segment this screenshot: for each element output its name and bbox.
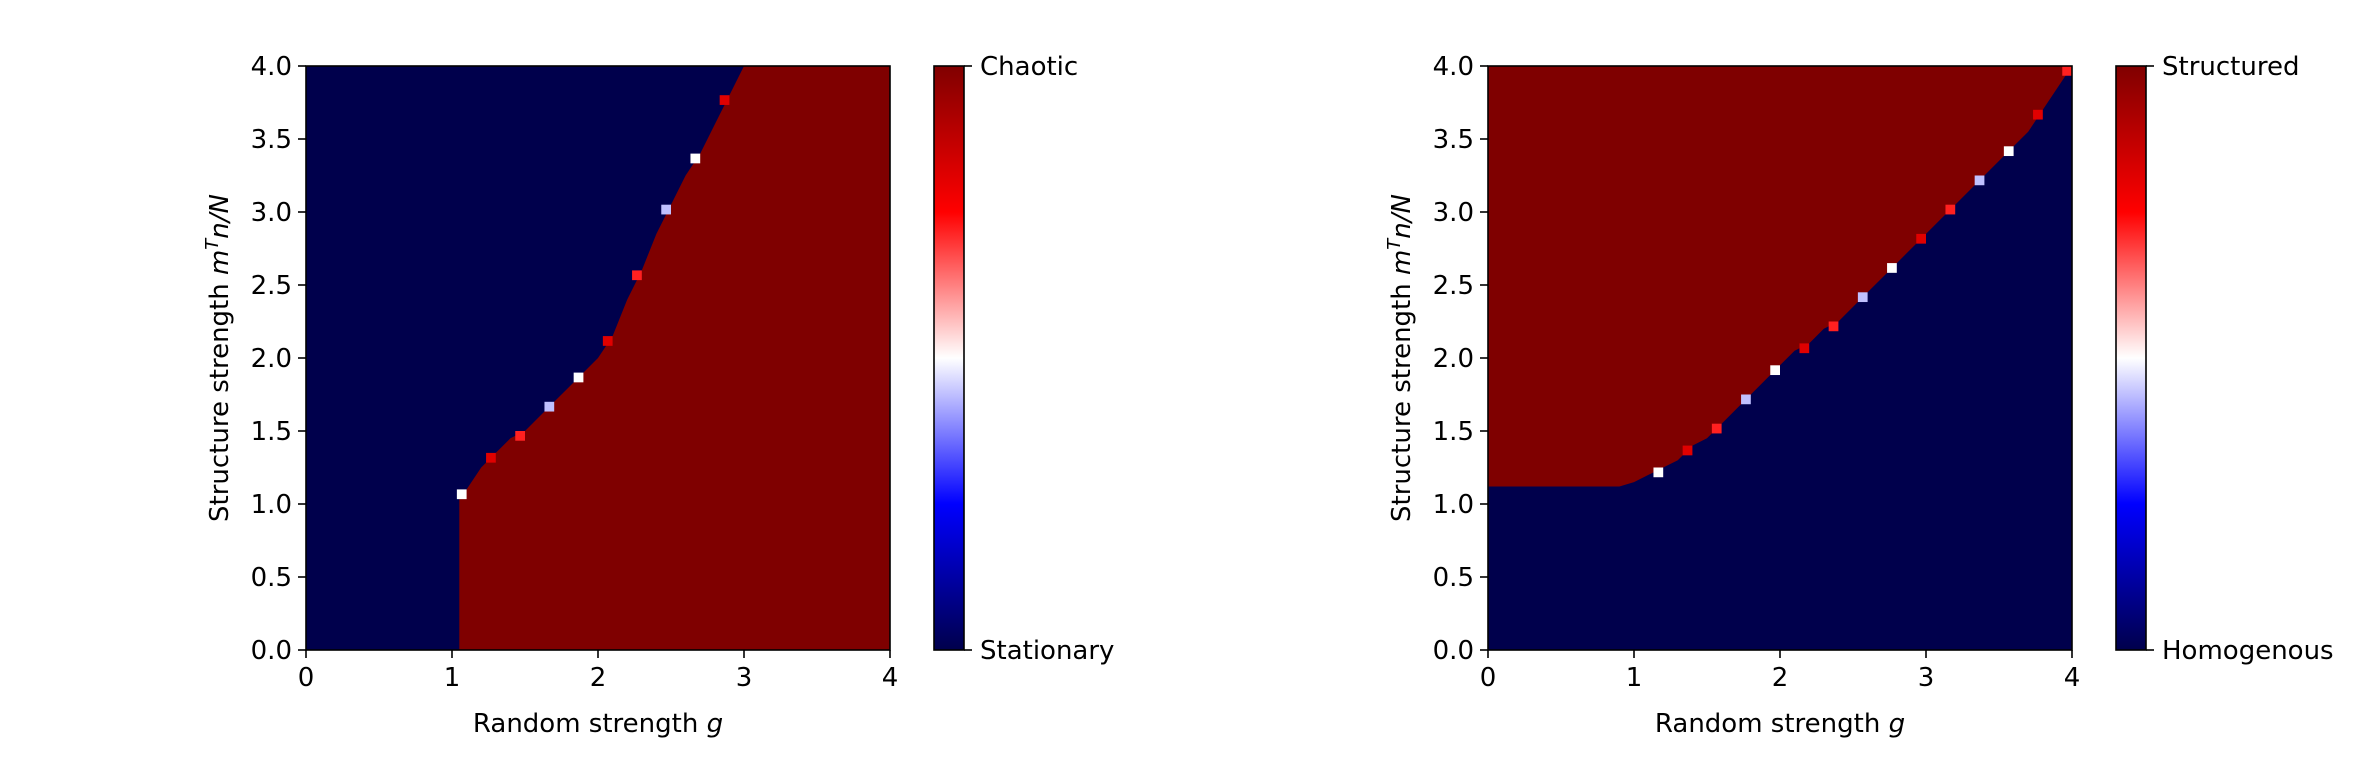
heatmap-transition-cell [632, 270, 642, 281]
heatmap-transition-cell [1916, 233, 1926, 244]
y-tick-label: 0.0 [251, 636, 292, 666]
y-axis-label-ylabel: Structure strength [1387, 275, 1417, 522]
y-tick-label: 0.5 [251, 563, 292, 593]
colorbar-gradient [934, 66, 964, 650]
y-axis-label-ylabel-var: m [1387, 250, 1417, 275]
colorbar-gradient [2116, 66, 2146, 650]
x-tick-label: 0 [298, 663, 315, 693]
y-tick-label: 4.0 [1433, 52, 1474, 82]
heatmap-transition-cell [1799, 343, 1810, 354]
y-tick-label: 0.5 [1433, 563, 1474, 593]
x-tick-label: 1 [444, 663, 461, 693]
x-tick-label: 3 [736, 663, 753, 693]
heatmap-transition-cell [1887, 263, 1897, 273]
x-axis-label: Random strength g [473, 709, 723, 739]
heatmap-transition-cell [544, 401, 555, 412]
x-tick-label: 3 [1918, 663, 1935, 693]
heatmap-transition-cell [1828, 321, 1839, 332]
y-axis-label-ylabel-rest: n/N [1387, 194, 1417, 239]
y-tick-label: 1.5 [251, 417, 292, 447]
heatmap-transition-cell [602, 336, 613, 346]
y-axis-label: Structure strength mTn/N [1384, 194, 1417, 522]
y-tick-label: 4.0 [251, 52, 292, 82]
y-tick-label: 2.0 [251, 344, 292, 374]
heatmap-transition-cell [1857, 292, 1868, 303]
y-axis-label-ylabel-rest: n/N [205, 194, 235, 239]
y-axis-label-ylabel-sup: T [202, 237, 223, 250]
heatmap-transition-cell [1945, 204, 1956, 215]
x-axis-label-text: Random strength [1655, 709, 1889, 739]
colorbar: Structured Homogenous [2115, 52, 2334, 666]
y-axis-label-ylabel-var: m [205, 250, 235, 275]
y-tick-label: 3.0 [1433, 198, 1474, 228]
y-tick-label: 1.0 [251, 490, 292, 520]
x-tick-label: 4 [882, 663, 899, 693]
x-tick-label: 2 [1772, 663, 1789, 693]
heatmap-transition-cell [2033, 109, 2043, 120]
colorbar-min-label: Homogenous [2162, 636, 2334, 666]
y-tick-label: 1.5 [1433, 417, 1474, 447]
colorbar-max-label: Structured [2162, 52, 2299, 82]
heatmap-transition-cell [690, 153, 701, 164]
chart-panel-2: 0 1 2 3 4 0.0 0.5 1.0 1.5 2.0 2.5 3.0 3.5 4.0 Random s… [1384, 52, 2334, 739]
heatmap-transition-cell [486, 452, 496, 463]
y-axis-label-ylabel-sup: T [1384, 237, 1405, 250]
heatmap-transition-cell [1653, 467, 1664, 478]
x-axis-label-var: g [707, 709, 724, 739]
colorbar-frame [933, 65, 965, 651]
x-tick-label: 1 [1626, 663, 1643, 693]
heatmap-transition-cell [1770, 365, 1780, 376]
y-axis-label: Structure strength mTn/N [202, 194, 235, 522]
y-tick-label: 3.5 [1433, 125, 1474, 155]
x-axis-label: Random strength g [1655, 709, 1905, 739]
y-tick-label: 0.0 [1433, 636, 1474, 666]
heatmap-transition-cell [1974, 175, 1985, 186]
x-axis-label-text: Random strength [473, 709, 707, 739]
y-tick-label: 3.5 [251, 125, 292, 155]
heatmap-transition-cell [1741, 394, 1751, 405]
chart-panel-1: 0 1 2 3 4 0.0 0.5 1.0 1.5 2.0 2.5 3.0 3.5 4.0 Random s… [202, 52, 1114, 739]
x-tick-label: 4 [2064, 663, 2081, 693]
heatmap-transition-cell [1711, 423, 1722, 434]
heatmap-transition-cell [573, 372, 584, 383]
colorbar-max-label: Chaotic [980, 52, 1078, 82]
y-tick-label: 3.0 [251, 198, 292, 228]
heatmap-transition-cell [2003, 146, 2014, 157]
heatmap-transition-cell [515, 431, 525, 441]
y-tick-label: 1.0 [1433, 490, 1474, 520]
y-axis-label-ylabel: Structure strength [205, 275, 235, 522]
heatmap-region-lower [1488, 66, 2072, 650]
y-tick-label: 2.0 [1433, 344, 1474, 374]
heatmap-transition-cell [1682, 445, 1693, 456]
y-tick-label: 2.5 [251, 271, 292, 301]
colorbar: Chaotic Stationary [933, 52, 1114, 666]
heatmap-transition-cell [2062, 66, 2072, 76]
colorbar-frame [2115, 65, 2147, 651]
colorbar-min-label: Stationary [980, 636, 1114, 666]
x-axis-label-var: g [1889, 709, 1906, 739]
heatmap-transition-cell [456, 489, 467, 500]
heatmap-transition-cell [661, 204, 671, 215]
heatmap-region-lower [459, 66, 890, 650]
y-tick-label: 2.5 [1433, 271, 1474, 301]
heatmap-transition-cell [719, 95, 730, 105]
x-tick-label: 0 [1480, 663, 1497, 693]
x-tick-label: 2 [590, 663, 607, 693]
